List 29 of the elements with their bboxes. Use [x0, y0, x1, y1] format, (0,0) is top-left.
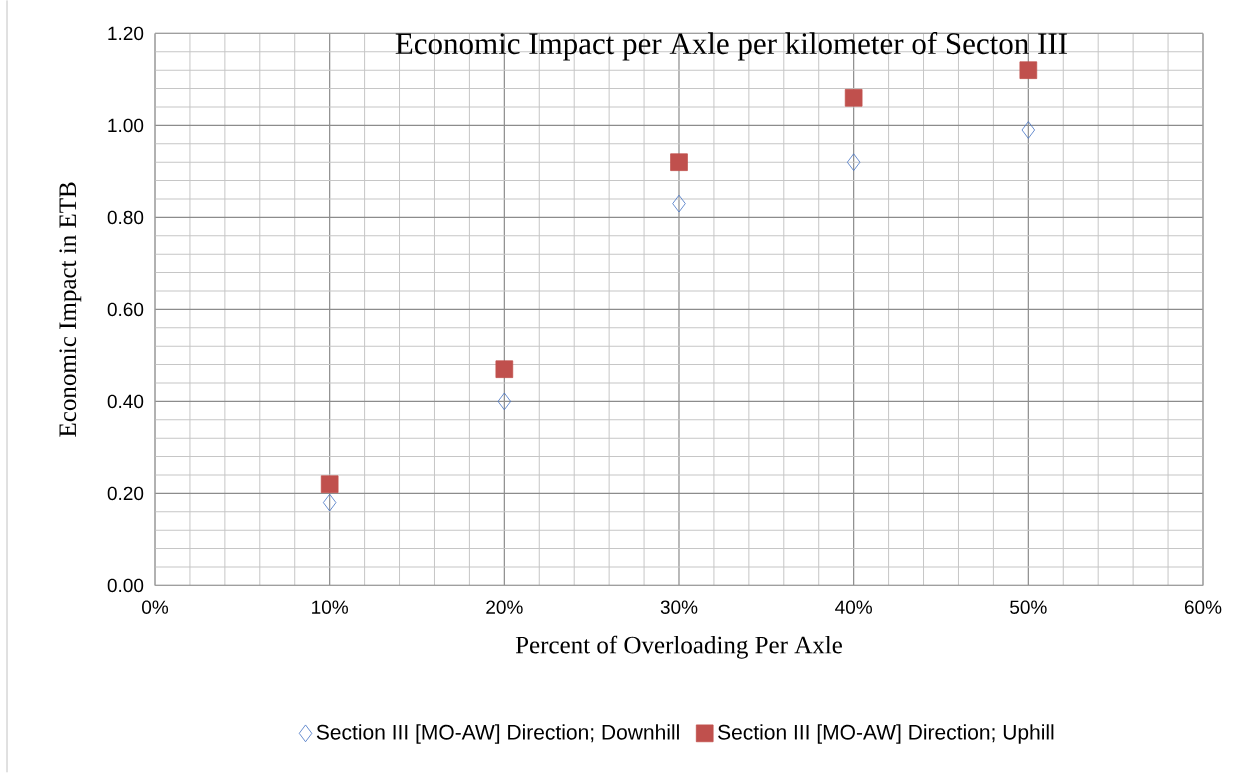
- point: [1019, 61, 1038, 80]
- x-tick-label: 40%: [835, 600, 872, 615]
- y-tick-label: 0.00: [107, 578, 144, 593]
- x-tick-label: 10%: [312, 600, 348, 615]
- y-tick-label: 1.20: [108, 26, 144, 41]
- y-tick-label: 0.20: [107, 486, 144, 501]
- x-axis-title: Percent of Overloading Per Axle: [515, 635, 842, 659]
- point: [497, 392, 512, 411]
- point: [1021, 121, 1036, 139]
- y-tick-label: 0.40: [107, 394, 144, 409]
- y-tick-label: 0.60: [107, 302, 144, 317]
- point: [844, 89, 863, 107]
- point: [320, 475, 339, 494]
- y-axis-title: Economic Impact in ETB: [59, 182, 82, 437]
- x-tick-label: 0%: [142, 600, 169, 615]
- point: [846, 153, 861, 172]
- point: [495, 360, 514, 379]
- x-tick-label: 50%: [1010, 600, 1047, 615]
- x-tick-label: 30%: [660, 600, 698, 615]
- chart-title: Economic Impact per Axle per kilometer of Secton III: [395, 32, 1067, 61]
- legend-label: Section III [MO-AW] Direction; Downhill: [316, 724, 679, 744]
- x-tick-label: 60%: [1184, 600, 1222, 615]
- x-tick-label: 20%: [486, 600, 523, 615]
- point: [672, 194, 686, 213]
- point: [322, 493, 337, 512]
- point: [670, 153, 688, 172]
- legend-label: Section III [MO-AW] Direction; Uphill: [718, 724, 1054, 744]
- y-tick-label: 0.80: [107, 210, 144, 225]
- y-tick-label: 1.00: [108, 118, 144, 133]
